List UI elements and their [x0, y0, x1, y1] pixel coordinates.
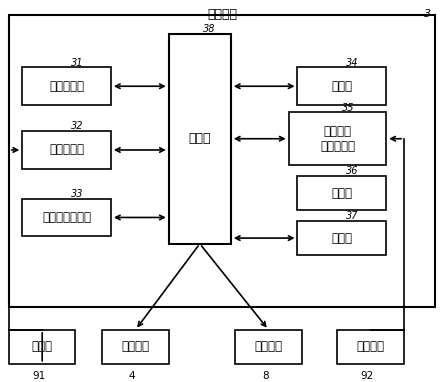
FancyBboxPatch shape	[297, 221, 386, 255]
Text: 37: 37	[346, 211, 359, 221]
Text: 控制部: 控制部	[189, 132, 211, 145]
Text: 91: 91	[32, 371, 45, 381]
Text: 控制装置: 控制装置	[207, 8, 237, 21]
Text: 输出部: 输出部	[331, 186, 353, 199]
FancyBboxPatch shape	[297, 68, 386, 105]
Text: 麦克风: 麦克风	[32, 340, 53, 353]
FancyBboxPatch shape	[9, 15, 435, 308]
Text: 34: 34	[346, 58, 359, 68]
Text: 4: 4	[129, 371, 135, 381]
Text: 输入部: 输入部	[331, 80, 353, 93]
FancyBboxPatch shape	[22, 199, 111, 236]
Text: 8: 8	[262, 371, 269, 381]
Text: 语音识别部: 语音识别部	[49, 144, 84, 157]
FancyBboxPatch shape	[102, 330, 169, 364]
Text: 31: 31	[71, 58, 83, 68]
Text: 92: 92	[361, 371, 374, 381]
Text: 脚踏开关
输入接收部: 脚踏开关 输入接收部	[320, 125, 355, 153]
FancyBboxPatch shape	[289, 112, 386, 165]
FancyBboxPatch shape	[169, 34, 231, 244]
Text: 3: 3	[424, 10, 431, 19]
FancyBboxPatch shape	[9, 330, 75, 364]
Text: 32: 32	[71, 121, 83, 131]
FancyBboxPatch shape	[22, 68, 111, 105]
Text: 光源设备: 光源设备	[254, 340, 283, 353]
Text: 33: 33	[71, 189, 83, 199]
FancyBboxPatch shape	[235, 330, 302, 364]
Text: 38: 38	[203, 24, 215, 34]
Text: 存储部: 存储部	[331, 231, 353, 244]
Text: 脚踏开关: 脚踏开关	[357, 340, 385, 353]
Text: 36: 36	[346, 166, 359, 176]
FancyBboxPatch shape	[22, 131, 111, 169]
FancyBboxPatch shape	[337, 330, 404, 364]
FancyBboxPatch shape	[297, 176, 386, 210]
Text: 显示设备: 显示设备	[121, 340, 150, 353]
Text: 35: 35	[342, 103, 355, 113]
Text: 识别信息处理部: 识别信息处理部	[42, 211, 91, 224]
Text: 图像处理部: 图像处理部	[49, 80, 84, 93]
